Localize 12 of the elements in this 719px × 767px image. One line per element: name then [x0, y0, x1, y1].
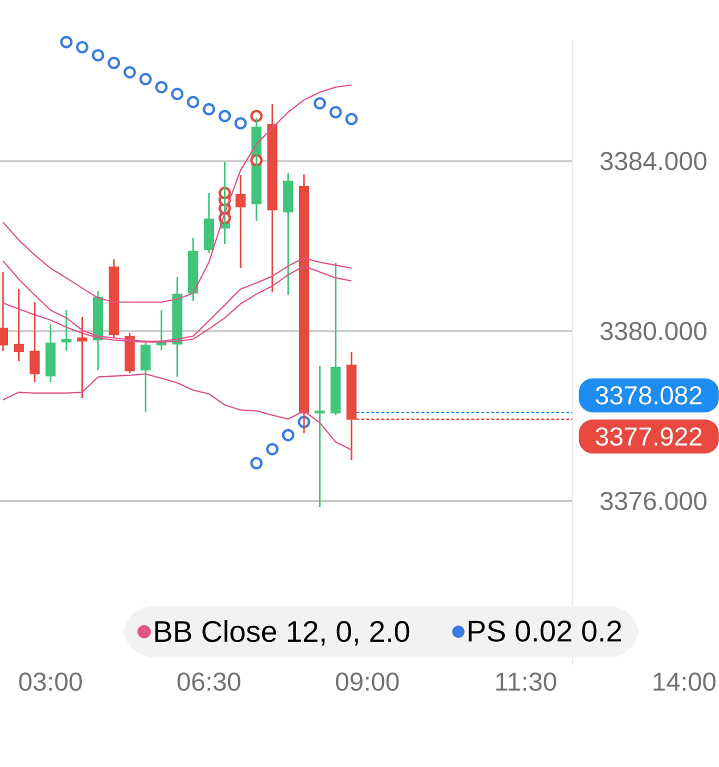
legend-label: PS 0.02 0.2	[468, 620, 622, 642]
ref-line-label: 3378.082	[596, 386, 702, 404]
y-tick-label: 3376.000	[600, 492, 706, 510]
legend-label: BB Close 12, 0, 2.0	[155, 620, 410, 646]
x-tick-label: 03:00	[19, 672, 82, 691]
x-tick-label: 11:30	[496, 672, 556, 691]
x-tick-label: 06:30	[178, 672, 240, 691]
ref-line-label: 3377.922	[596, 427, 702, 446]
x-tick-label: 09:00	[336, 672, 399, 691]
x-tick-label: 14:00	[654, 672, 716, 691]
y-tick-label: 3384.000	[600, 152, 706, 170]
y-tick-label: 3380.000	[600, 322, 706, 340]
